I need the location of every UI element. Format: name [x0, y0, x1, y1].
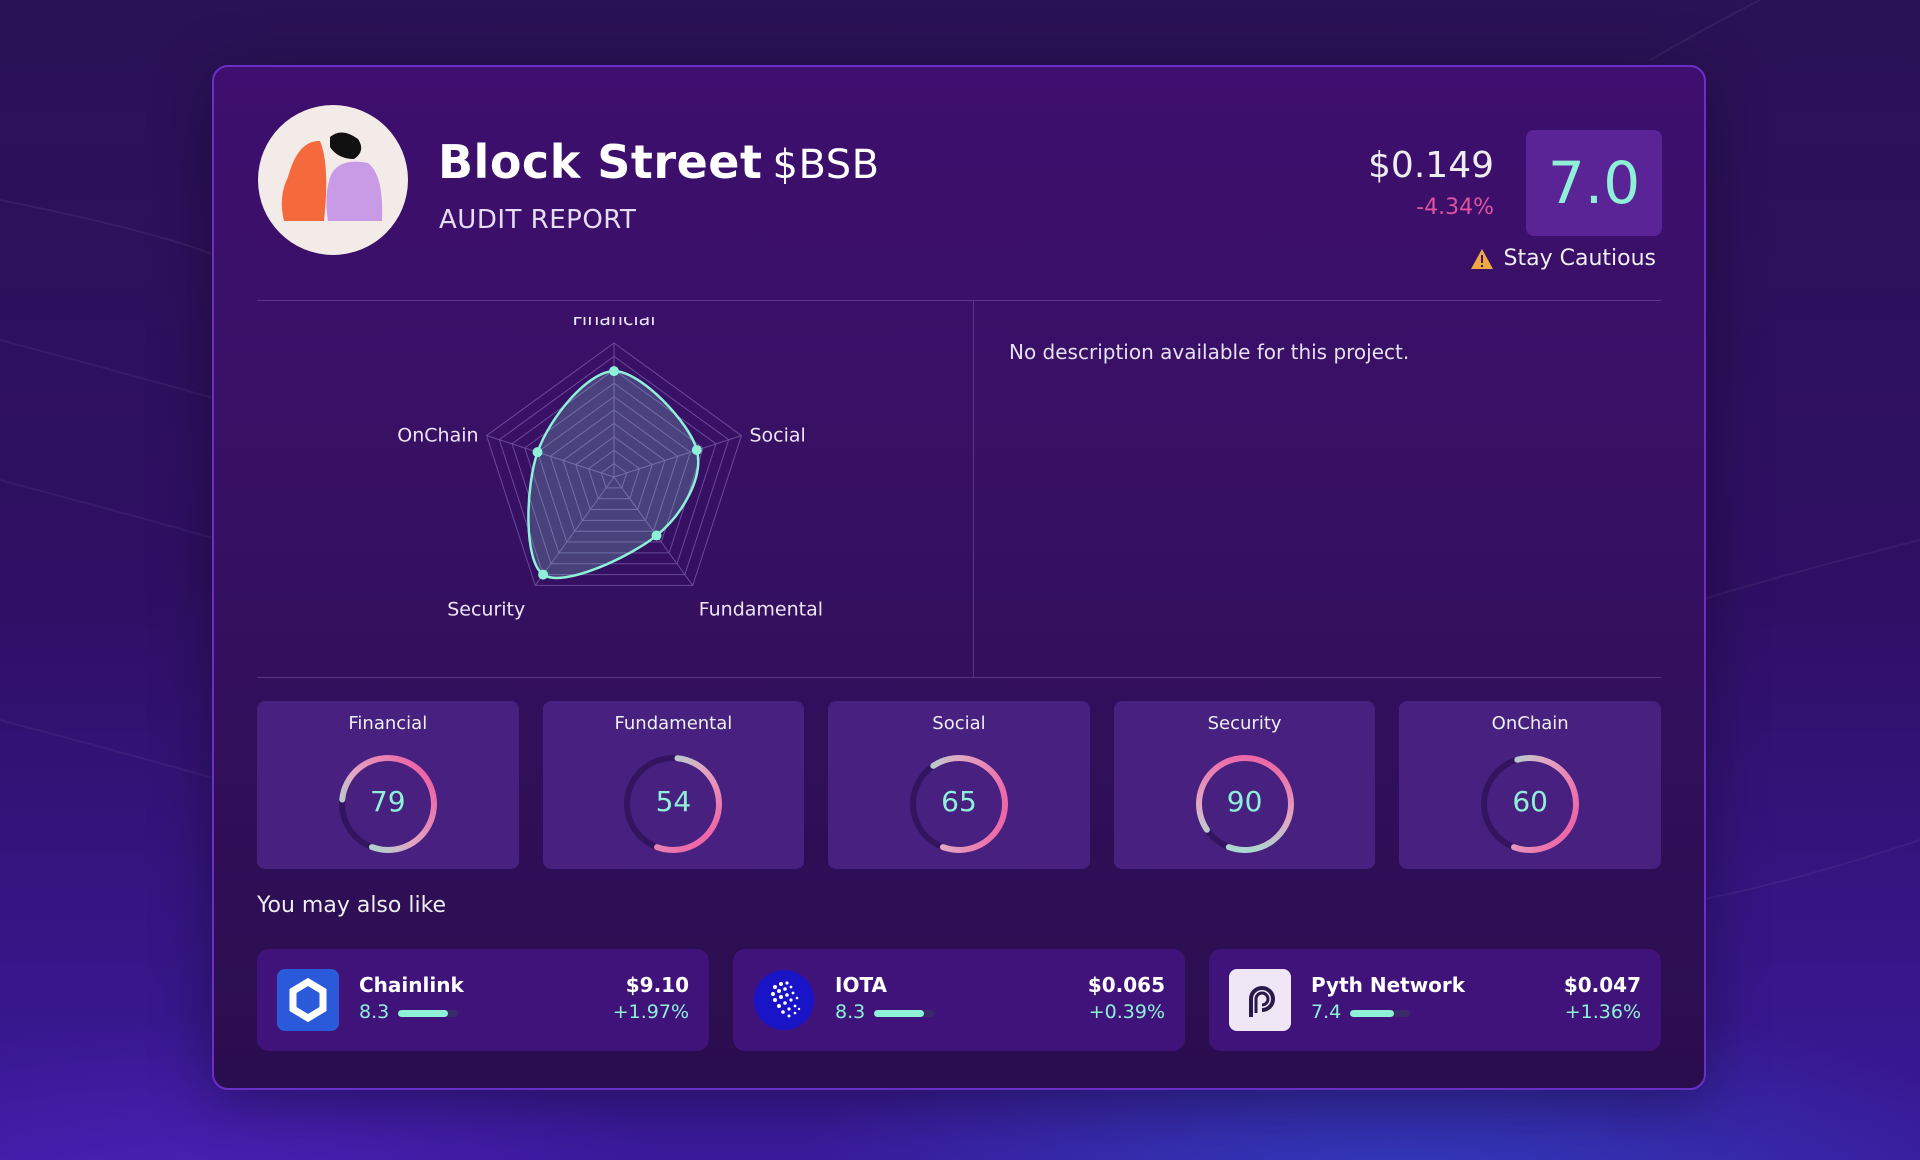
radar-axis-label-financial: Financial — [572, 317, 655, 330]
metric-card-onchain: OnChain 60 — [1399, 701, 1661, 869]
overall-score: 7.0 — [1547, 149, 1641, 217]
recommendation-card-pyth[interactable]: Pyth Network 7.4 $0.047 +1.36% — [1209, 949, 1661, 1051]
score-bar-fill — [1350, 1010, 1395, 1017]
project-title: Block Street $BSB — [438, 135, 880, 189]
warning-icon — [1470, 248, 1493, 269]
recommendation-score-bar — [398, 1010, 458, 1017]
project-name: Block Street — [438, 135, 763, 189]
metric-value: 54 — [655, 785, 692, 818]
radar-spoke — [613, 476, 694, 586]
overall-score-badge: 7.0 — [1526, 130, 1662, 236]
metric-label: Fundamental — [614, 713, 733, 734]
radar-spoke — [486, 435, 615, 478]
panel-divider — [973, 301, 974, 677]
recommendation-name: Pyth Network — [1311, 973, 1466, 997]
metric-gauge — [338, 755, 437, 853]
recommendation-score: 7.4 — [1311, 1001, 1342, 1023]
radar-grid-ring — [575, 436, 653, 511]
recommendation-card-chainlink[interactable]: Chainlink 8.3 $9.10 +1.97% — [257, 949, 709, 1051]
recommendation-score: 8.3 — [835, 1001, 866, 1023]
recommendation-change: +0.39% — [1088, 1001, 1165, 1023]
body-divider — [257, 677, 1661, 678]
score-bar-fill — [874, 1010, 924, 1017]
gauge-progress — [338, 755, 437, 853]
chainlink-icon — [277, 969, 339, 1031]
gauge-progress — [909, 755, 1008, 853]
radar-point-security — [538, 569, 549, 580]
also-like-heading: You may also like — [257, 893, 447, 918]
radar-point-social — [691, 445, 702, 456]
project-logo — [258, 105, 408, 255]
pyth-icon — [1229, 969, 1291, 1031]
radar-grid-ring — [549, 409, 679, 532]
recommendation-score-bar — [1350, 1010, 1410, 1017]
radar-chart: Financial Social Fundamental Security OnChai… — [397, 317, 823, 620]
radar-series-area — [527, 369, 700, 580]
radar-axis-label-security: Security — [447, 598, 525, 620]
metric-gauge — [1481, 755, 1580, 853]
radar-point-onchain — [532, 447, 543, 458]
audit-card: Block Street $BSB AUDIT REPORT $0.149 -4.… — [212, 65, 1706, 1090]
metric-value: 90 — [1226, 785, 1263, 818]
recommendation-name: IOTA — [835, 973, 888, 997]
metric-gauge — [1195, 755, 1294, 853]
radar-axis-label-onchain: OnChain — [397, 425, 478, 447]
metric-label: Security — [1207, 713, 1282, 734]
metric-cards: Financial 79 Fundamental 54 Social 65 Se… — [257, 701, 1661, 869]
radar-point-fundamental — [651, 530, 662, 541]
metric-gauge — [624, 755, 723, 853]
radar-grid-ring — [524, 382, 704, 554]
metric-value: 79 — [369, 785, 406, 818]
radar-grid-ring — [562, 422, 666, 521]
metric-label: Social — [932, 713, 986, 734]
recommendation-price: $9.10 — [625, 973, 689, 997]
radar-grid-ring — [587, 449, 641, 500]
recommendations: Chainlink 8.3 $9.10 +1.97% — [257, 949, 1661, 1051]
verdict: Stay Cautious — [1470, 246, 1656, 271]
gauge-progress — [624, 755, 723, 853]
radar-grid-ring — [485, 342, 743, 586]
recommendation-change: +1.97% — [612, 1001, 689, 1023]
recommendation-price: $0.065 — [1087, 973, 1165, 997]
project-ticker: $BSB — [772, 142, 880, 188]
radar-grid-ring — [600, 462, 628, 489]
header-divider — [257, 300, 1661, 301]
verdict-label: Stay Cautious — [1503, 246, 1656, 271]
score-bar-fill — [398, 1010, 448, 1017]
block-street-logo-icon — [281, 132, 383, 221]
radar-grid-ring — [498, 355, 730, 576]
metric-card-fundamental: Fundamental 54 — [542, 701, 805, 869]
metric-value: 60 — [1512, 785, 1548, 818]
iota-icon — [753, 969, 815, 1031]
radar-spoke — [534, 476, 615, 586]
radar-grid-ring — [536, 395, 692, 543]
metric-card-security: Security 90 — [1113, 701, 1376, 869]
metric-card-social: Social 65 — [828, 701, 1090, 869]
recommendation-name: Chainlink — [359, 973, 464, 997]
radar-spoke — [613, 435, 742, 478]
metric-value: 65 — [941, 785, 977, 818]
recommendation-score: 8.3 — [359, 1001, 390, 1023]
metric-label: OnChain — [1491, 713, 1569, 734]
report-subtitle: AUDIT REPORT — [439, 205, 637, 235]
recommendation-score-bar — [874, 1010, 934, 1017]
gauge-progress — [1195, 755, 1294, 853]
radar-axis-label-fundamental: Fundamental — [699, 598, 823, 620]
radar-grid-ring — [511, 369, 717, 565]
radar-axis-label-social: Social — [749, 425, 805, 447]
recommendation-card-iota[interactable]: IOTA 8.3 $0.065 +0.39% — [733, 949, 1185, 1051]
metric-gauge — [909, 755, 1008, 853]
project-price-change: -4.34% — [1416, 195, 1494, 220]
recommendation-price: $0.047 — [1563, 973, 1641, 997]
metric-label: Financial — [348, 713, 428, 734]
radar-point-financial — [609, 366, 619, 377]
project-price: $0.149 — [1368, 145, 1494, 186]
recommendation-change: +1.36% — [1564, 1001, 1641, 1023]
metric-card-financial: Financial 79 — [257, 701, 519, 869]
project-description: No description available for this projec… — [1009, 340, 1410, 364]
gauge-progress — [1481, 755, 1580, 853]
